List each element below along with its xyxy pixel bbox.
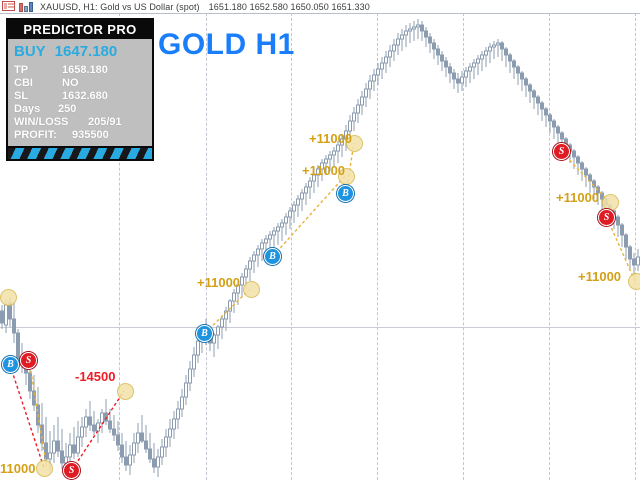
panel-row-value: NO [62, 77, 79, 89]
trade-marker-sell[interactable]: S [553, 143, 570, 160]
panel-header: PREDICTOR PRO [8, 20, 152, 39]
vertical-gridline [119, 13, 120, 480]
trade-marker-sell[interactable]: S [598, 209, 615, 226]
page-title: GOLD H1 [158, 28, 295, 61]
panel-row-key: CBI [14, 77, 33, 89]
panel-row-cbi: CBI NO [14, 77, 147, 89]
trade-exit-marker[interactable] [243, 281, 260, 298]
panel-body: BUY 1647.180 TP 1658.180 CBI NO SL 1632.680 Da… [8, 39, 152, 146]
trade-result-label-win: +11000 [309, 131, 353, 146]
trade-marker-sell[interactable]: S [63, 462, 80, 479]
ohlc-quote-label: 1651.180 1652.580 1650.050 1651.330 [208, 1, 370, 12]
trade-marker-buy[interactable]: B [337, 185, 354, 202]
trade-exit-marker[interactable] [117, 383, 134, 400]
panel-row-value: 205/91 [88, 116, 122, 128]
trade-exit-marker[interactable] [0, 289, 17, 306]
panel-row-key: SL [14, 90, 29, 102]
panel-row-value: 250 [58, 103, 77, 115]
panel-stat-rows: TP 1658.180 CBI NO SL 1632.680 Days 250 WIN/LOSS… [13, 64, 147, 141]
signal-price-value: 1647.180 [54, 43, 118, 60]
vertical-gridline [206, 13, 207, 480]
trade-result-label-win: +11000 [302, 163, 346, 178]
trade-exit-marker[interactable] [628, 273, 640, 290]
signal-row: BUY 1647.180 [14, 43, 147, 60]
panel-row-value: 1632.680 [62, 90, 108, 102]
trade-exit-marker[interactable] [36, 460, 53, 477]
trade-result-label-loss: -14500 [75, 369, 116, 384]
panel-row-profit: PROFIT: 935500 [14, 129, 147, 141]
panel-row-tp: TP 1658.180 [14, 64, 147, 76]
panel-title: PREDICTOR PRO [20, 22, 140, 37]
symbol-label: XAUUSD, H1: Gold vs US Dollar (spot) [40, 1, 200, 12]
panel-row-value: 1658.180 [62, 64, 108, 76]
trade-marker-buy[interactable]: B [196, 325, 213, 342]
trade-result-label-win: +11000 [197, 275, 241, 290]
panel-row-sl: SL 1632.680 [14, 90, 147, 102]
vertical-gridline [549, 13, 550, 480]
panel-row-key: Days [14, 103, 41, 115]
panel-hazard-stripe [8, 146, 152, 159]
predictor-pro-panel: PREDICTOR PRO BUY 1647.180 TP 1658.180 CBI… [6, 18, 154, 161]
vertical-gridline [463, 13, 464, 480]
chart-title-bar: XAUUSD, H1: Gold vs US Dollar (spot) 165… [0, 0, 640, 14]
panel-row-key: TP [14, 64, 29, 76]
chart-properties-icon[interactable] [2, 1, 16, 12]
signal-direction-label: BUY [14, 43, 46, 60]
panel-row-days: Days 250 [14, 103, 147, 115]
bar-chart-icon[interactable] [19, 1, 35, 12]
trade-marker-buy[interactable]: B [264, 248, 281, 265]
trade-result-label-win: 11000 [0, 461, 36, 476]
panel-row-key: PROFIT: [14, 129, 57, 141]
vertical-gridline [377, 13, 378, 480]
trade-result-label-win: +11000 [578, 269, 622, 284]
panel-row-value: 935500 [72, 129, 109, 141]
trade-marker-sell[interactable]: S [20, 352, 37, 369]
trade-result-label-win: +11000 [556, 190, 600, 205]
panel-row-key: WIN/LOSS [14, 116, 69, 128]
trade-marker-buy[interactable]: B [2, 356, 19, 373]
horizontal-gridline [0, 327, 640, 328]
panel-row-win-loss: WIN/LOSS 205/91 [14, 116, 147, 128]
